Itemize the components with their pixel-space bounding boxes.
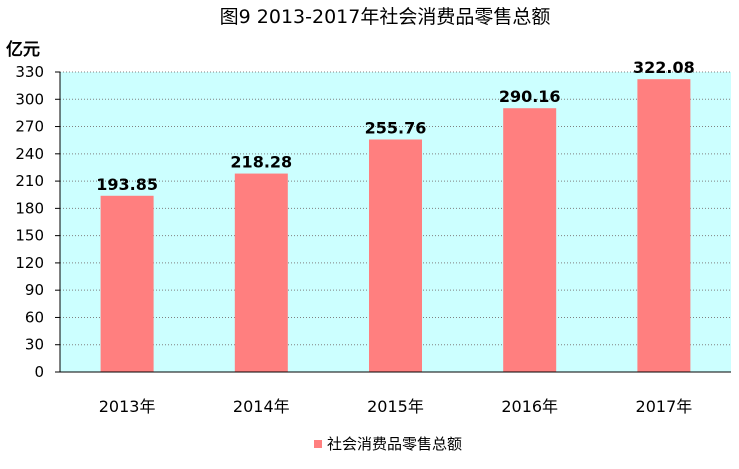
data-label-2013年: 193.85 — [96, 175, 158, 194]
y-tick-label-180: 180 — [15, 199, 44, 217]
y-tick-label-300: 300 — [15, 90, 44, 108]
x-tick-label-2017年: 2017年 — [636, 397, 693, 416]
y-tick-label-60: 60 — [25, 308, 44, 326]
legend-swatch — [314, 440, 322, 448]
bar-2015年 — [369, 139, 422, 372]
y-tick-label-120: 120 — [15, 254, 44, 272]
data-label-2014年: 218.28 — [230, 153, 292, 172]
y-tick-label-90: 90 — [25, 281, 44, 299]
y-tick-label-240: 240 — [15, 145, 44, 163]
x-tick-label-2014年: 2014年 — [233, 397, 290, 416]
bar-2014年 — [234, 173, 288, 372]
data-labels: 193.85 218.28 255.76 290.16 322.08 — [96, 58, 695, 194]
x-tick-label-2015年: 2015年 — [367, 397, 424, 416]
chart-title: 图9 2013-2017年社会消费品零售总额 — [220, 6, 551, 28]
y-axis-label: 亿元 — [6, 39, 40, 60]
data-label-2016年: 290.16 — [499, 87, 561, 106]
y-tick-label-330: 330 — [15, 63, 44, 81]
bar-2017年 — [637, 79, 691, 372]
y-tick-label-150: 150 — [15, 227, 44, 245]
legend-label: 社会消费品零售总额 — [327, 435, 462, 453]
legend: 社会消费品零售总额 — [314, 435, 462, 453]
x-tick-label-2013年: 2013年 — [99, 397, 156, 416]
data-label-2015年: 255.76 — [365, 118, 427, 137]
axes: 0 30 60 90 120 150 180 210 240 270 300 330 2013年 2014… — [15, 63, 731, 416]
y-tick-label-210: 210 — [15, 172, 44, 190]
bar-2016年 — [503, 108, 557, 372]
x-tick-label-2016年: 2016年 — [501, 397, 558, 416]
y-tick-label-0: 0 — [34, 363, 44, 381]
gridlines — [60, 71, 731, 346]
bars — [100, 79, 691, 372]
y-tick-label-270: 270 — [15, 118, 44, 136]
data-label-2017年: 322.08 — [633, 58, 695, 77]
bar-2013年 — [100, 195, 154, 372]
y-tick-label-30: 30 — [25, 336, 44, 354]
